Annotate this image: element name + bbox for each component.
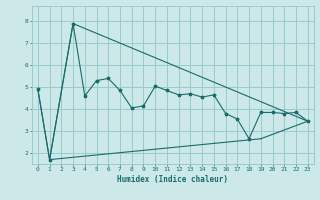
X-axis label: Humidex (Indice chaleur): Humidex (Indice chaleur) [117, 175, 228, 184]
